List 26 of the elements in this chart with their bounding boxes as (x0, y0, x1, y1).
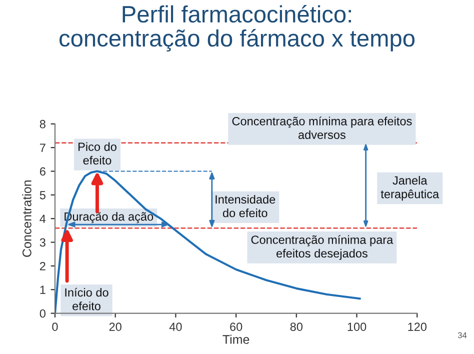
annotation: Início do efeito (65, 288, 108, 310)
y-tick-label: 8 (40, 120, 46, 128)
y-tick-label: 6 (40, 167, 46, 176)
x-tick-label: 60 (230, 322, 242, 331)
x-tick-label: 0 (52, 322, 58, 331)
y-tick-label: 3 (40, 238, 46, 247)
y-tick-label: 7 (40, 144, 46, 152)
y-tick-label: 1 (40, 286, 46, 294)
x-tick-label: 80 (290, 322, 303, 331)
chart-title: Perfil farmacocinético: concentração do fármaco x tempo (60, 5, 415, 52)
y-tick-label: 5 (40, 191, 46, 200)
y-axis-title: Concentration (22, 180, 32, 257)
y-tick-label: 2 (40, 262, 46, 270)
x-axis-title: Time (222, 334, 250, 344)
y-tick-label: 4 (40, 214, 46, 223)
annotation: Pico do efeito (78, 142, 116, 165)
y-tick-label: 0 (40, 309, 46, 318)
annotation: Concentração mínima para efeitos desejados (251, 235, 394, 260)
annotation: Intensidade do efeito (216, 194, 276, 218)
x-tick-label: 120 (408, 322, 427, 331)
x-tick-label: 20 (109, 322, 122, 331)
annotation: Janela terapêutica (380, 176, 440, 201)
text: 34 (458, 332, 467, 338)
x-tick-label: 100 (348, 322, 366, 331)
annotation: Concentração mínima para efeitos adversos (232, 116, 412, 139)
x-tick-label: 40 (169, 322, 182, 331)
